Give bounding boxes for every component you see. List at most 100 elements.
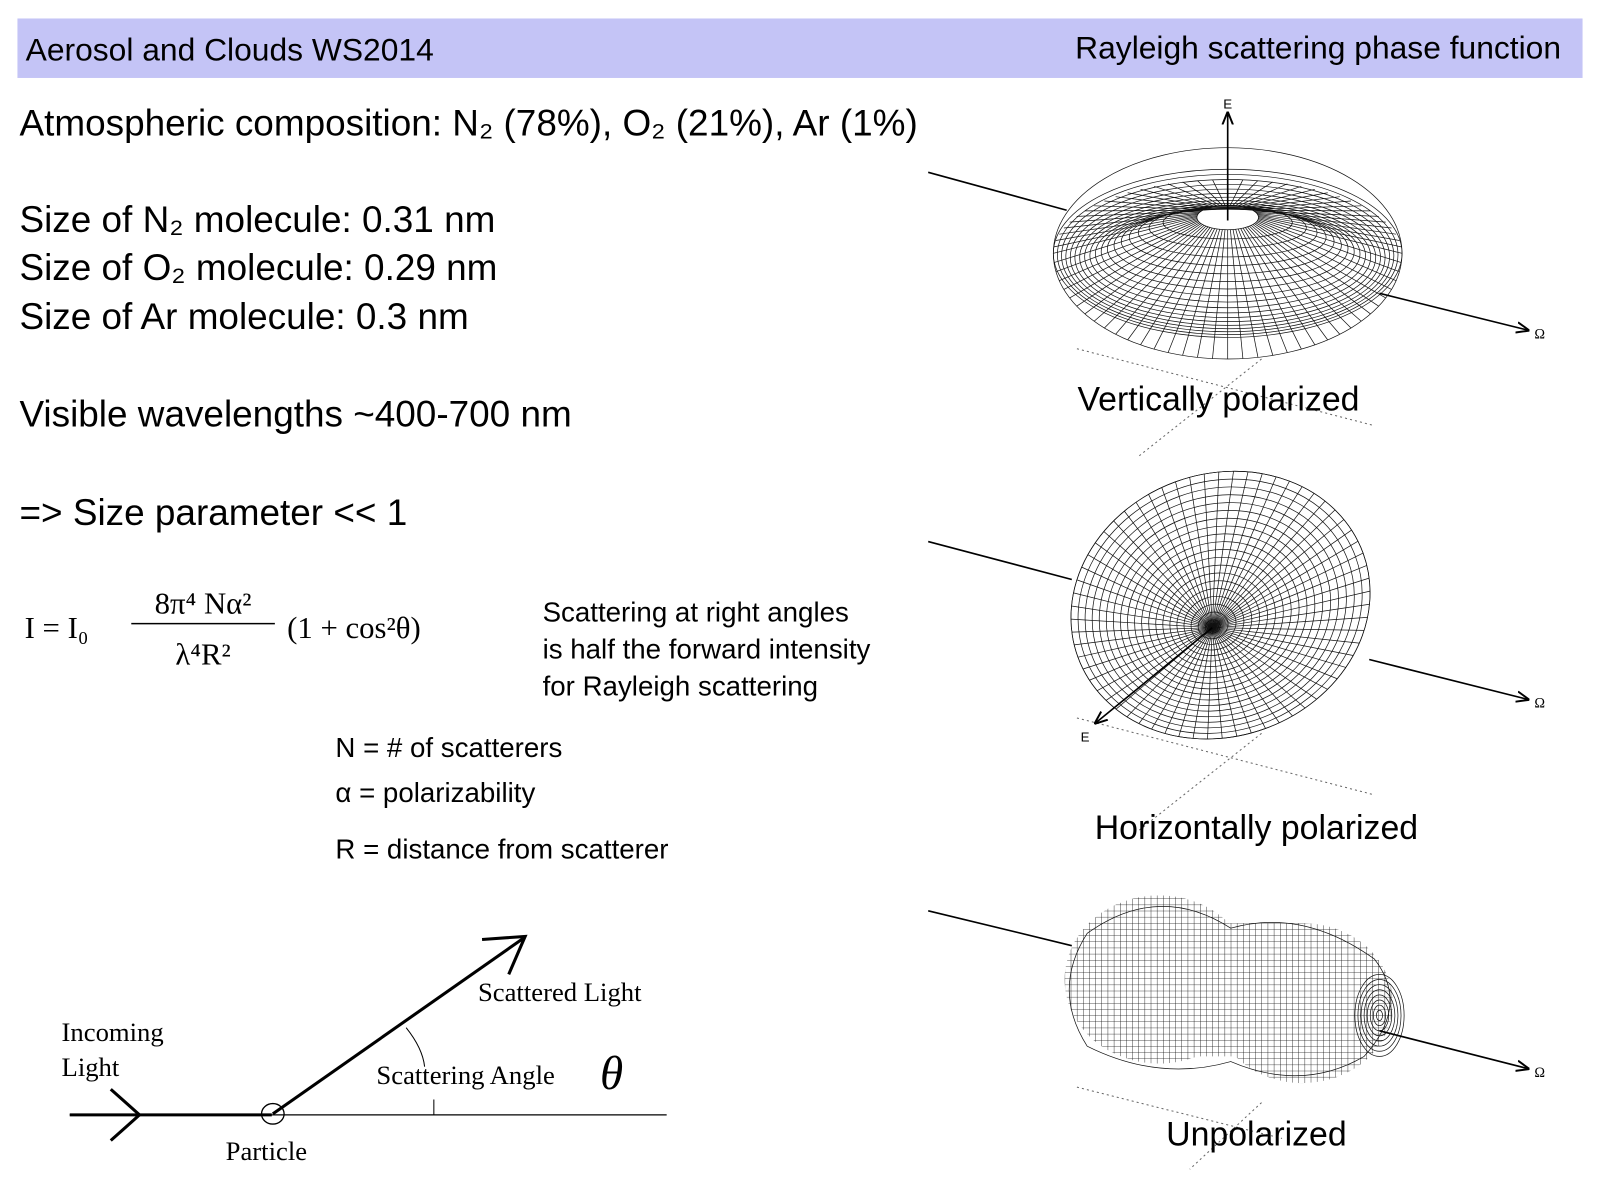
mesh-line [1055, 219, 1198, 273]
mesh-line [1237, 228, 1288, 353]
mesh-line [1258, 216, 1402, 248]
mesh-line [1357, 979, 1402, 1052]
mesh-line [1354, 973, 1405, 1057]
mesh-line [1212, 500, 1326, 628]
mesh-line [1053, 218, 1198, 263]
mesh-line [1212, 627, 1317, 700]
mesh-line [1376, 1009, 1383, 1021]
mesh-line [1211, 476, 1277, 628]
mesh-line [1372, 1004, 1386, 1026]
mesh-line [1247, 196, 1340, 209]
mesh-line [1167, 228, 1218, 353]
mesh-line [1197, 229, 1223, 358]
mesh-line [1211, 627, 1238, 737]
mesh-line [1105, 627, 1213, 701]
note: Scattering at right angles is half the f… [543, 597, 871, 702]
mesh-line [1076, 210, 1202, 217]
e-axis [1095, 627, 1213, 723]
mesh-line [1211, 471, 1249, 628]
mesh-line [1230, 179, 1244, 206]
mesh-line [1360, 984, 1399, 1047]
mesh-line [1212, 627, 1346, 668]
omega-label: Ω [1534, 326, 1545, 342]
mesh-line [1153, 228, 1216, 350]
mesh-line [1211, 627, 1223, 739]
mesh-line [1070, 470, 1371, 740]
mesh-line [1055, 214, 1198, 241]
mesh-line [1093, 225, 1205, 322]
mesh-line [1212, 486, 1303, 628]
mesh-line [1212, 529, 1352, 628]
fact: => Size parameter << 1 [19, 492, 407, 533]
peanut-mesh [1064, 895, 1393, 1084]
axis [927, 540, 1073, 581]
mesh-line [1212, 627, 1280, 723]
mesh-line [1257, 219, 1400, 273]
mesh-line [1245, 227, 1328, 341]
mesh-line [1256, 212, 1392, 229]
mesh-line [1070, 470, 1371, 740]
peanut-outline [1068, 905, 1405, 1077]
fact: Size of N₂ molecule: 0.31 nm [19, 199, 495, 240]
mesh-line [1363, 989, 1396, 1042]
mesh-line [1164, 627, 1213, 734]
mesh-line [1212, 577, 1370, 629]
mesh-line [1104, 225, 1207, 329]
mesh-line [1074, 627, 1213, 646]
label: Scattered Light [478, 977, 642, 1007]
mesh-line [1211, 627, 1252, 734]
mesh-line [1084, 210, 1203, 212]
mesh-line [1242, 188, 1315, 208]
mesh-line [1068, 905, 1391, 1077]
phase-plots: E Ω Vertically polarized E Ω Horizontall… [927, 97, 1545, 1170]
mesh-line [1240, 185, 1302, 207]
mesh-line [1059, 213, 1199, 235]
mesh-line [1212, 179, 1226, 206]
mesh-line [1366, 994, 1393, 1037]
floor-line [1076, 348, 1375, 457]
floor-line [1076, 1086, 1283, 1170]
label: θ [600, 1048, 623, 1100]
mesh-line [1153, 185, 1215, 207]
formula-numerator: 8π⁴ Nα² [155, 586, 252, 620]
mesh-line [1104, 200, 1206, 210]
arrowhead [481, 934, 528, 975]
mesh-line [1242, 227, 1316, 346]
mesh-line [1232, 229, 1259, 358]
mesh-line [1167, 183, 1218, 207]
mesh-line [1257, 213, 1397, 235]
mesh-line [1212, 603, 1370, 629]
formula: I = I₀ 8π⁴ Nα² λ⁴R² (1 + cos²θ) [25, 586, 421, 671]
mesh-line [1212, 509, 1336, 628]
mesh-line [1257, 214, 1400, 241]
mesh-line [1197, 180, 1223, 206]
mesh-line [1127, 227, 1211, 341]
mesh-line [1084, 224, 1203, 315]
mesh-line [1212, 616, 1368, 629]
mesh-line [1238, 183, 1288, 207]
mesh-line [1087, 554, 1213, 629]
mesh-line [1245, 192, 1328, 208]
floor-line [1076, 717, 1375, 832]
axis [927, 171, 1067, 212]
mesh-line [1189, 477, 1213, 628]
definition: R = distance from scatterer [335, 833, 668, 864]
mesh-line [1255, 222, 1386, 299]
mesh-line [1178, 627, 1213, 737]
mesh-line [1251, 205, 1362, 210]
mesh-line [1192, 627, 1213, 739]
mesh-line [1212, 540, 1359, 629]
mesh-line [1249, 225, 1352, 329]
mesh-line [1254, 223, 1379, 307]
mesh-line [1175, 481, 1213, 628]
mesh-line [1211, 471, 1234, 628]
mesh-line [1115, 196, 1208, 209]
mesh-line [1077, 627, 1213, 658]
mesh-line [1071, 627, 1213, 633]
mesh-line [1212, 627, 1338, 680]
scattering-sketch: Incoming Light Scattered Light Scatterin… [62, 934, 667, 1166]
mesh-line [1081, 566, 1213, 629]
header-left: Aerosol and Clouds WS2014 [26, 32, 434, 68]
particle [260, 1102, 285, 1125]
mesh-line [1254, 210, 1379, 217]
